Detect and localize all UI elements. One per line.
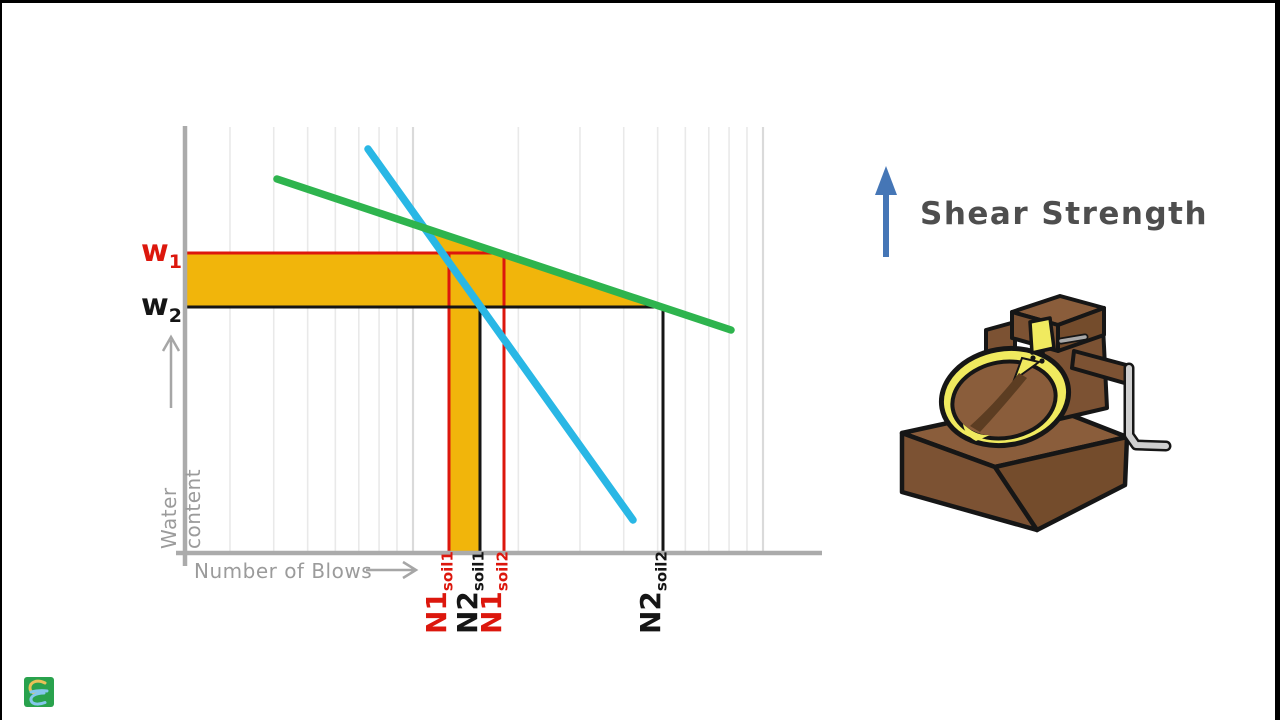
highlight-regions <box>185 228 662 551</box>
y-axis-title: Water content <box>157 468 205 549</box>
channel-logo-icon <box>24 677 54 707</box>
y-axis-arrow-icon <box>161 334 181 408</box>
soil2-flow-curve <box>273 175 735 334</box>
n2-soil2-sub: soil2 <box>652 551 671 592</box>
n2-soil2-tick-label: N2soil2 <box>634 542 671 634</box>
axis-arrow-icons <box>161 334 419 580</box>
n2-soil2-main: N2 <box>634 591 667 634</box>
w1-tick-label: w1 <box>120 233 182 273</box>
casagrande-apparatus-illustration <box>899 294 1172 533</box>
flow-curves <box>273 145 735 524</box>
w1-main: w <box>141 234 169 269</box>
n1-soil2-sub: soil2 <box>493 551 512 592</box>
reference-lines <box>185 251 665 553</box>
w2-main: w <box>141 288 169 323</box>
n1-soil2-tick-label: N1soil2 <box>475 542 512 634</box>
frame-border-top <box>0 0 1280 3</box>
soil1-flow-curve <box>364 145 637 524</box>
apparatus-cup <box>938 316 1072 449</box>
gridlines <box>229 127 765 551</box>
frame-border-right <box>1275 0 1280 720</box>
w2-sub: 2 <box>168 305 182 327</box>
w1-sub: 1 <box>168 251 182 273</box>
x-axis-arrow-icon <box>366 560 419 580</box>
shear-strength-label: Shear Strength <box>920 196 1209 232</box>
w2-tick-label: w2 <box>120 287 182 327</box>
axes <box>176 126 822 566</box>
n1-soil1-main: N1 <box>420 591 453 634</box>
x-axis-title: Number of Blows <box>194 559 373 583</box>
shear-strength-arrow-icon <box>875 166 897 257</box>
frame-border-left <box>0 0 2 720</box>
apparatus-crank-handle <box>1123 362 1172 452</box>
n1-soil1-tick-label: N1soil1 <box>420 542 457 634</box>
n1-soil2-main: N1 <box>475 591 508 634</box>
